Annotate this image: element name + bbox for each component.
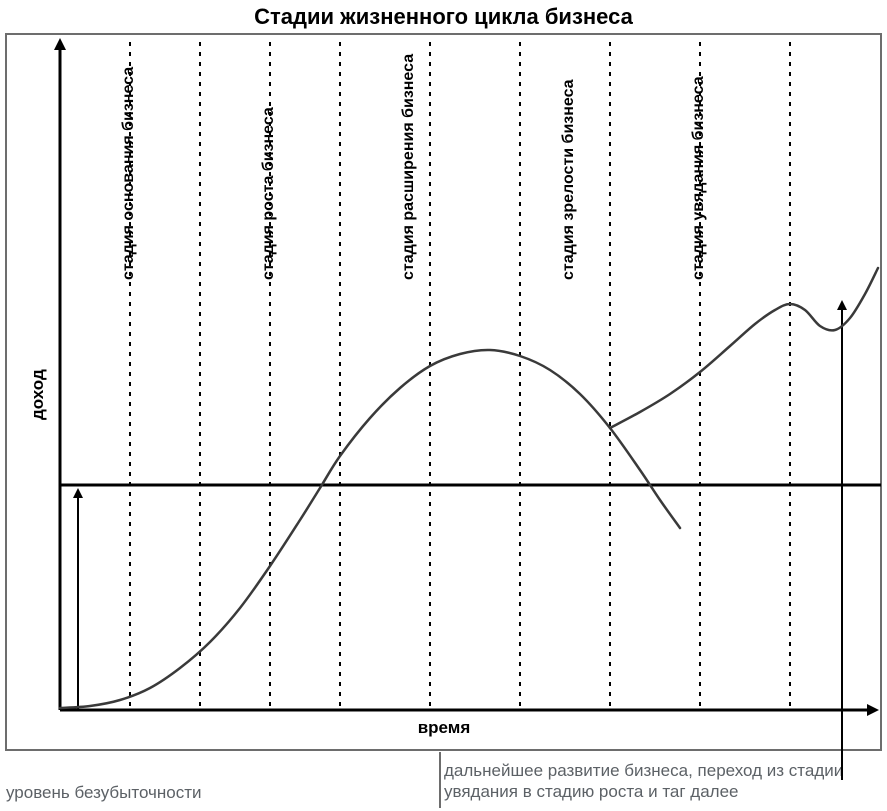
chart-svg: [0, 0, 887, 811]
chart-container: { "chart": { "type": "line", "width": 88…: [0, 0, 887, 811]
